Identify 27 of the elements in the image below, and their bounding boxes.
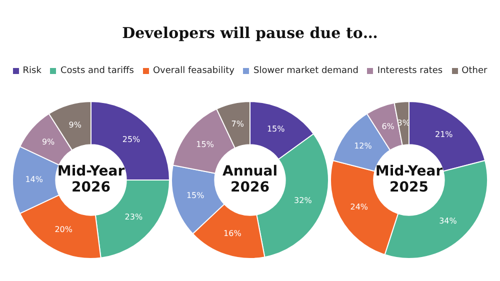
- legend-label: Risk: [22, 66, 42, 76]
- data-label: 23%: [124, 212, 143, 222]
- data-label: 16%: [224, 229, 242, 238]
- text: Annual 2026: [222, 164, 278, 196]
- legend-label: Interests rates: [376, 66, 443, 76]
- legend-label: Other: [460, 66, 488, 76]
- data-label: 15%: [196, 140, 214, 150]
- data-label: 24%: [350, 202, 368, 212]
- data-label: 9%: [68, 120, 82, 130]
- legend-label: Overall feasability: [152, 66, 234, 76]
- legend-label: Slower market demand: [252, 66, 358, 76]
- data-label: 32%: [294, 196, 312, 206]
- data-label: 21%: [434, 130, 454, 140]
- data-label: 15%: [186, 190, 205, 200]
- text: Mid-Year 2026: [57, 164, 125, 196]
- legend-label: Costs and tariffs: [59, 66, 134, 76]
- text: Mid-Year 2025: [375, 164, 443, 196]
- data-label: 12%: [354, 142, 372, 151]
- data-label: 25%: [122, 134, 141, 144]
- data-label: 20%: [54, 224, 73, 234]
- data-label: 6%: [382, 122, 395, 132]
- data-label: 14%: [25, 175, 44, 184]
- data-label: 15%: [266, 124, 286, 134]
- data-label: 7%: [231, 120, 244, 129]
- chart-title: Developers will pause due to…: [121, 24, 379, 42]
- data-label: 34%: [439, 216, 458, 226]
- data-label: 9%: [42, 137, 56, 146]
